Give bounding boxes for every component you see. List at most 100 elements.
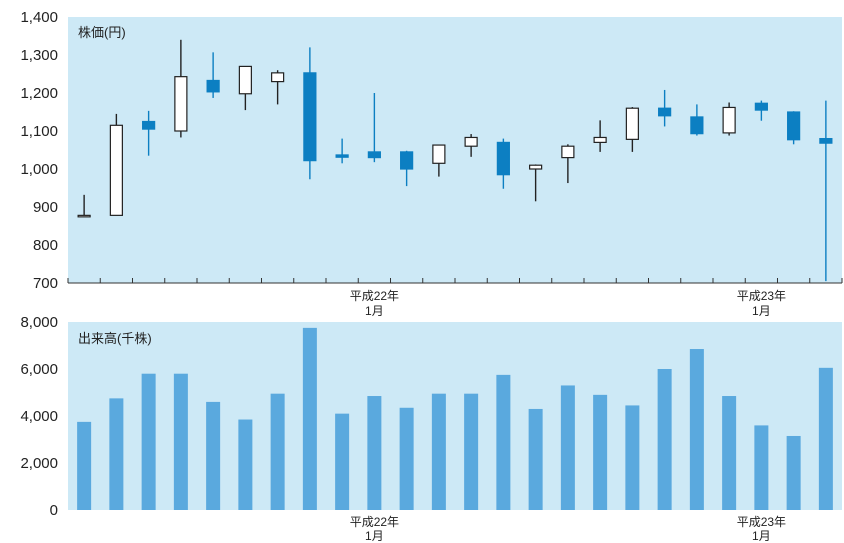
candle [787, 111, 801, 145]
price-x-label-month: 1月 [365, 304, 384, 318]
candle-body [174, 76, 188, 132]
candle [432, 144, 446, 177]
candle [174, 39, 188, 138]
candle [303, 47, 317, 180]
volume-x-label-month: 1月 [365, 529, 384, 543]
candle-body [561, 145, 575, 159]
candle [658, 89, 672, 127]
volume-y-tick-label: 2,000 [20, 455, 58, 472]
volume-bar [77, 421, 92, 510]
price-y-tick-label: 1,000 [20, 161, 58, 178]
price-x-label-month: 1月 [752, 304, 771, 318]
candle [367, 93, 381, 163]
candle [206, 52, 220, 98]
candle-body [819, 138, 833, 144]
candle-body [271, 72, 285, 83]
price-x-axis [67, 278, 843, 284]
price-y-tick-label: 1,300 [20, 47, 58, 64]
candle [529, 164, 543, 202]
price-x-label-year: 平成23年 [737, 289, 786, 303]
candle [142, 110, 156, 156]
volume-bar [173, 373, 188, 510]
candle-body [722, 106, 736, 134]
volume-bar [206, 401, 221, 510]
volume-x-label-year: 平成23年 [737, 515, 786, 529]
candle-body [142, 120, 156, 130]
volume-bar [560, 385, 575, 510]
price-y-tick-label: 1,400 [20, 9, 58, 26]
price-candles [77, 39, 833, 282]
price-y-tick-label: 800 [33, 237, 58, 254]
volume-bar [238, 419, 253, 510]
candle-body [400, 151, 414, 170]
candle [754, 100, 768, 121]
volume-x-label-month: 1月 [752, 529, 771, 543]
volume-x-label-year: 平成22年 [350, 515, 399, 529]
volume-bar [754, 425, 769, 510]
candle [400, 150, 414, 187]
candle-body [303, 72, 317, 162]
candle [819, 100, 833, 282]
candle [690, 104, 704, 136]
candle [625, 107, 639, 152]
volume-bar [431, 393, 446, 510]
candle [335, 138, 349, 164]
candle-body [529, 164, 543, 170]
volume-bar [786, 435, 801, 510]
candle-body [367, 151, 381, 159]
candle-body [432, 144, 446, 164]
candle [238, 65, 252, 111]
candle [496, 138, 510, 189]
candle-body [335, 154, 349, 158]
volume-y-axis: 8,000 6,000 4,000 2,000 0 [20, 314, 58, 519]
candle [77, 194, 91, 218]
price-chart-title: 株価(円) [78, 25, 126, 40]
volume-bar [399, 407, 414, 510]
volume-y-tick-label: 6,000 [20, 361, 58, 378]
volume-plot-area [68, 322, 842, 510]
volume-bar [722, 396, 737, 510]
candle [271, 70, 285, 105]
candle-body [754, 102, 768, 111]
candle [593, 120, 607, 152]
volume-bar [335, 413, 350, 510]
candle-body [109, 124, 123, 216]
price-y-tick-label: 700 [33, 275, 58, 292]
volume-bar [302, 327, 317, 510]
volume-bar [367, 396, 382, 510]
price-plot-area [68, 17, 842, 283]
volume-bar [657, 369, 672, 510]
candle-body [206, 79, 220, 93]
candle [464, 134, 478, 157]
candle-body [690, 116, 704, 135]
price-x-label-year: 平成22年 [350, 289, 399, 303]
volume-y-tick-label: 0 [50, 502, 58, 519]
volume-bar [818, 367, 833, 510]
candle [722, 102, 736, 136]
volume-bars [77, 327, 833, 510]
price-panel: 株価(円) 1,400 1,300 1,200 1,100 1,000 900 800 700… [20, 9, 843, 318]
price-y-axis: 1,400 1,300 1,200 1,100 1,000 900 800 700 [20, 9, 58, 292]
volume-bar [528, 408, 543, 510]
volume-bar [593, 394, 608, 510]
candle [561, 144, 575, 184]
volume-y-tick-label: 4,000 [20, 408, 58, 425]
volume-bar [689, 349, 704, 510]
price-y-tick-label: 1,100 [20, 123, 58, 140]
price-y-tick-label: 1,200 [20, 85, 58, 102]
candle-body [625, 107, 639, 140]
volume-bar [464, 393, 479, 510]
volume-bar [141, 373, 156, 510]
volume-bar [496, 374, 511, 510]
candle-body [787, 111, 801, 141]
candle-body [658, 107, 672, 117]
volume-y-tick-label: 8,000 [20, 314, 58, 331]
volume-bar [625, 405, 640, 510]
volume-bar [109, 398, 124, 510]
price-y-tick-label: 900 [33, 199, 58, 216]
volume-chart-title: 出来高(千株) [78, 331, 152, 346]
